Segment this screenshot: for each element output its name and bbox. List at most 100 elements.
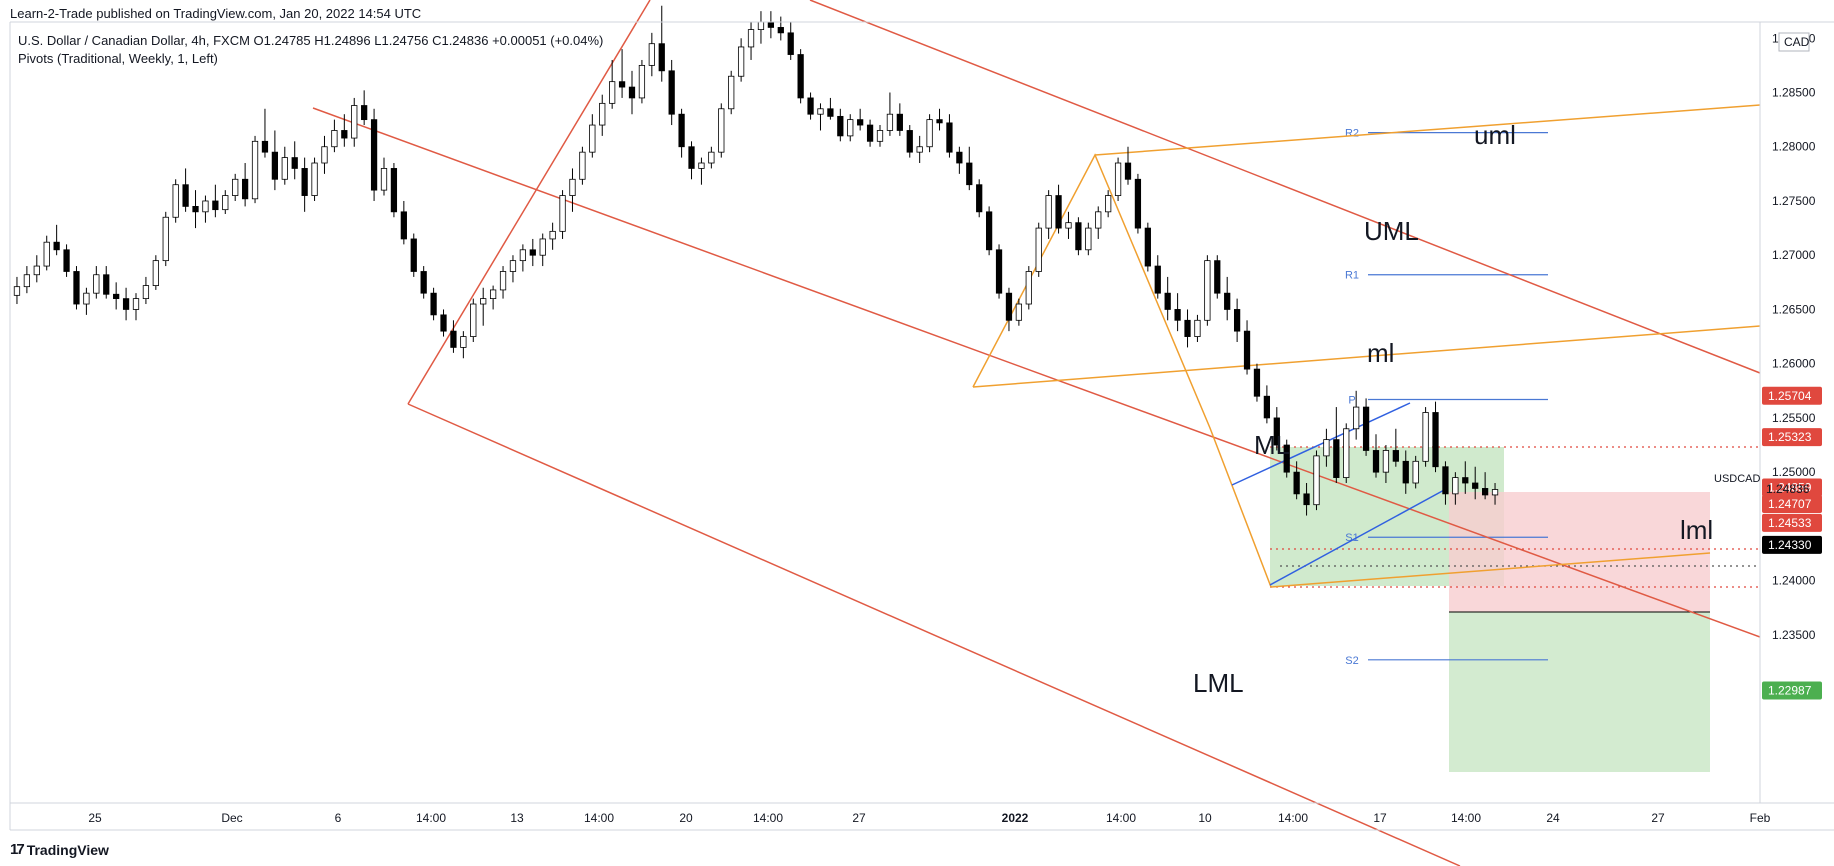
candle [1293, 461, 1300, 500]
candle [797, 49, 804, 104]
annotation-lml: lml [1680, 515, 1713, 545]
candle [351, 97, 358, 147]
candle [708, 146, 715, 169]
price-axis[interactable]: 1.290001.285001.280001.275001.270001.265… [1772, 31, 1816, 696]
blue-trend-upper [1231, 402, 1411, 486]
pivot-label: R2 [1345, 128, 1359, 140]
candle [628, 70, 636, 115]
candle [499, 266, 507, 299]
candle [460, 331, 467, 359]
time-tick-label: 13 [510, 811, 524, 825]
candle [1154, 255, 1161, 299]
uml-line [809, 0, 1761, 374]
price-tick-label: 1.26000 [1772, 357, 1816, 371]
candle [1452, 472, 1459, 505]
time-tick-label: 20 [679, 811, 693, 825]
pivot-label: S1 [1345, 532, 1358, 544]
candle [361, 90, 368, 126]
candle [1303, 483, 1310, 516]
symbol-info-line[interactable]: U.S. Dollar / Canadian Dollar, 4h, FXCM … [18, 33, 604, 48]
price-tick-label: 1.28000 [1772, 140, 1816, 154]
candle [906, 125, 913, 158]
candle [23, 266, 31, 294]
candle [63, 244, 70, 277]
candle [599, 94, 606, 136]
candle [113, 282, 120, 310]
candle [1015, 298, 1023, 326]
candle [1144, 222, 1151, 272]
candle [1233, 298, 1241, 342]
candle [182, 168, 189, 212]
time-tick-label: Feb [1750, 811, 1771, 825]
candle [1174, 293, 1181, 332]
candle [1353, 390, 1360, 440]
pivot-label: P [1348, 394, 1355, 406]
time-tick-label: Dec [221, 811, 242, 825]
candle [946, 114, 953, 158]
candle [549, 222, 556, 250]
candle [1243, 320, 1251, 375]
candle [380, 157, 388, 196]
candle [192, 190, 199, 229]
candle [73, 266, 80, 310]
pivot-label: S2 [1345, 655, 1358, 667]
short-profit-box[interactable] [1449, 612, 1710, 772]
candle [162, 211, 169, 267]
candles [13, 5, 1499, 516]
svg-text:1.22987: 1.22987 [1768, 684, 1812, 698]
candle [728, 70, 735, 115]
candle [896, 103, 903, 136]
tradingview-logo-text: TradingView [26, 841, 109, 858]
candle [172, 179, 179, 223]
candle [1035, 222, 1042, 277]
pitchfork-lines[interactable] [312, 0, 1761, 866]
time-tick-label: 24 [1546, 811, 1560, 825]
candle [718, 103, 725, 158]
candle [1025, 266, 1032, 310]
svg-text:1.24330: 1.24330 [1768, 538, 1812, 552]
fork-uml-line [1094, 104, 1761, 156]
candle [271, 130, 279, 191]
candle [1372, 434, 1380, 478]
candle [1055, 184, 1062, 234]
blue-trend-lower [1269, 488, 1447, 586]
time-tick-label: 14:00 [416, 811, 446, 825]
candle [122, 287, 130, 321]
annotation-ml: ml [1367, 338, 1394, 368]
annotation-uml: uml [1474, 120, 1516, 150]
tradingview-logo[interactable]: 17 TradingView [10, 841, 109, 858]
short-loss-box[interactable] [1449, 492, 1710, 612]
price-tag: 1.25323 [1762, 428, 1822, 447]
candle [1224, 276, 1231, 321]
symbol-label: USDCAD [1714, 473, 1761, 485]
indicator-info-line[interactable]: Pivots (Traditional, Weekly, 1, Left) [18, 51, 218, 66]
candle [1412, 455, 1419, 489]
pivot-levels: R2 R1 P S1 S2 [1345, 128, 1548, 667]
time-tick-label: 2022 [1002, 811, 1029, 825]
time-axis[interactable]: 25 Dec 6 14:00 13 14:00 20 14:00 27 2022 14:00 10 14… [88, 811, 1770, 825]
candle [390, 163, 398, 218]
candle [995, 244, 1003, 299]
candle [400, 200, 407, 245]
candle [1333, 407, 1340, 484]
time-tick-label: 17 [1373, 811, 1387, 825]
candle [1075, 217, 1082, 256]
candle [1402, 450, 1409, 494]
up-trend-line [407, 0, 651, 405]
fork-ml-line [972, 325, 1761, 388]
candle [1283, 439, 1290, 478]
time-tick-label: 27 [1651, 811, 1665, 825]
candle [1194, 314, 1201, 342]
candle [341, 114, 348, 147]
candle [202, 195, 209, 223]
candle [876, 125, 884, 147]
candle [827, 97, 834, 120]
candle [539, 233, 546, 267]
price-tags: 1.257041.253231.248591.2483603:05:35USDC… [1714, 386, 1822, 700]
price-tag: 1.22987 [1762, 681, 1822, 700]
candle [579, 146, 586, 185]
candle [1184, 309, 1191, 348]
candle [470, 298, 477, 342]
candle [410, 233, 417, 277]
